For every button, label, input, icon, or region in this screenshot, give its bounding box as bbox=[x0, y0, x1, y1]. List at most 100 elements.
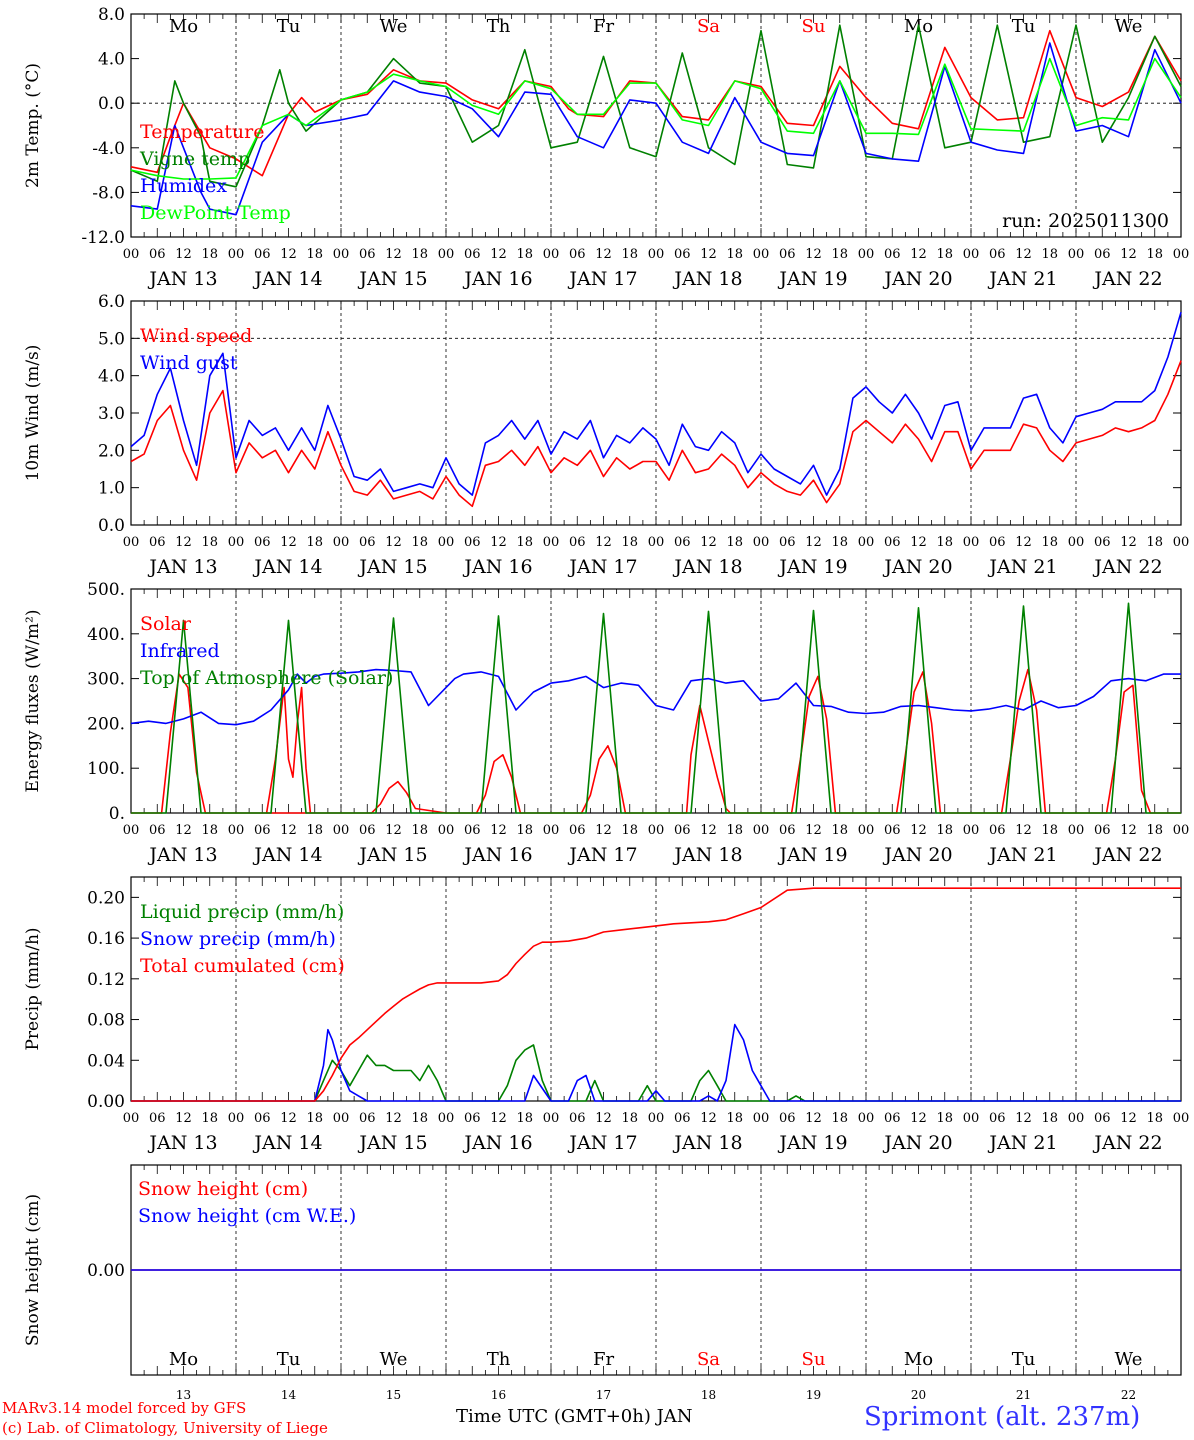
weekday-label: We bbox=[1115, 16, 1143, 37]
x-hour-label: 06 bbox=[359, 247, 376, 262]
x-hour-label: 00 bbox=[858, 535, 875, 550]
x-hour-label: 12 bbox=[1015, 247, 1032, 262]
x-hour-label: 12 bbox=[595, 247, 612, 262]
y-tick-label: 8.0 bbox=[98, 5, 125, 25]
x-hour-label: 12 bbox=[910, 823, 927, 838]
x-hour-label: 18 bbox=[726, 823, 743, 838]
x-hour-label: 06 bbox=[989, 1111, 1006, 1126]
x-hour-label: 06 bbox=[464, 247, 481, 262]
x-hour-label: 06 bbox=[569, 247, 586, 262]
x-hour-label: 12 bbox=[595, 823, 612, 838]
x-hour-label: 00 bbox=[963, 1111, 980, 1126]
x-hour-label: 06 bbox=[884, 823, 901, 838]
y-tick-label: 300. bbox=[87, 670, 125, 690]
x-hour-label: 00 bbox=[333, 1111, 350, 1126]
x-hour-label: 06 bbox=[989, 535, 1006, 550]
x-day-label: JAN 22 bbox=[1092, 268, 1162, 290]
x-hour-label: 18 bbox=[1041, 823, 1058, 838]
x-day-label: JAN 19 bbox=[777, 268, 847, 290]
x-hour-label: 00 bbox=[648, 823, 665, 838]
x-hour-label: 00 bbox=[228, 247, 245, 262]
x-hour-label: 18 bbox=[621, 823, 638, 838]
x-hour-label: 18 bbox=[831, 1111, 848, 1126]
y-tick-label: 0.04 bbox=[87, 1051, 125, 1071]
x-hour-label: 00 bbox=[1068, 823, 1085, 838]
x-hour-label: 00 bbox=[963, 535, 980, 550]
legend-entry: Liquid precip (mm/h) bbox=[140, 901, 344, 923]
x-day-label: JAN 18 bbox=[672, 1132, 742, 1154]
x-hour-label: 12 bbox=[1120, 247, 1137, 262]
x-hour-label: 18 bbox=[1146, 535, 1163, 550]
x-hour-label: 18 bbox=[621, 1111, 638, 1126]
x-hour-label: 18 bbox=[201, 823, 218, 838]
x-hour-label: 12 bbox=[280, 823, 297, 838]
snow-panel: 0.00 Snow height (cm) Mo 13 Tu 14 We 15 Th 16 Fr 17… bbox=[23, 1164, 1182, 1402]
x-hour-label: 12 bbox=[490, 535, 507, 550]
y-tick-label: 0.0 bbox=[98, 516, 125, 536]
x-day-label: JAN 16 bbox=[462, 1132, 532, 1154]
x-hour-label: 00 bbox=[438, 247, 455, 262]
y-axis-label: 2m Temp. (°C) bbox=[23, 63, 43, 188]
series-line bbox=[130, 668, 1181, 726]
x-hour-label: 12 bbox=[700, 535, 717, 550]
x-hour-label: 00 bbox=[648, 1111, 665, 1126]
x-hour-label: 12 bbox=[700, 823, 717, 838]
x-hour-label: 00 bbox=[753, 535, 770, 550]
x-hour-label: 12 bbox=[805, 535, 822, 550]
x-hour-label: 06 bbox=[1094, 823, 1111, 838]
x-hour-label: 18 bbox=[201, 247, 218, 262]
x-hour-label: 12 bbox=[385, 1111, 402, 1126]
day-number-label: 17 bbox=[596, 1388, 611, 1402]
legend-entry: Snow height (cm) bbox=[138, 1178, 308, 1200]
x-hour-label: 12 bbox=[385, 535, 402, 550]
x-hour-label: 00 bbox=[333, 823, 350, 838]
x-day-label: JAN 18 bbox=[672, 844, 742, 866]
x-hour-label: 06 bbox=[464, 823, 481, 838]
x-day-label: JAN 21 bbox=[987, 844, 1057, 866]
x-day-label: JAN 21 bbox=[987, 1132, 1057, 1154]
weekday-label: Mo bbox=[904, 1349, 933, 1370]
x-day-label: JAN 18 bbox=[672, 268, 742, 290]
legend-entry: Solar bbox=[140, 613, 192, 635]
legend-entry: Wind gust bbox=[140, 352, 238, 374]
y-tick-label: -8.0 bbox=[92, 183, 125, 203]
x-hour-label: 12 bbox=[700, 1111, 717, 1126]
x-hour-label: 18 bbox=[831, 247, 848, 262]
x-day-label: JAN 22 bbox=[1092, 844, 1162, 866]
x-hour-label: 06 bbox=[359, 535, 376, 550]
x-hour-label: 12 bbox=[910, 1111, 927, 1126]
y-tick-label: -12.0 bbox=[81, 228, 125, 248]
series-line bbox=[131, 1023, 1181, 1102]
x-hour-label: 00 bbox=[543, 247, 560, 262]
x-hour-label: 18 bbox=[1041, 535, 1058, 550]
x-hour-label: 06 bbox=[254, 1111, 271, 1126]
y-tick-label: 0. bbox=[109, 804, 125, 824]
x-hour-label: 18 bbox=[936, 535, 953, 550]
x-day-label: JAN 22 bbox=[1092, 1132, 1162, 1154]
y-tick-label: 4.0 bbox=[98, 50, 125, 70]
x-hour-label: 00 bbox=[753, 247, 770, 262]
x-hour-label: 12 bbox=[280, 535, 297, 550]
x-hour-label: 06 bbox=[569, 1111, 586, 1126]
x-hour-label: 00 bbox=[123, 247, 140, 262]
x-hour-label: 00 bbox=[1068, 247, 1085, 262]
weekday-label: Fr bbox=[593, 16, 614, 37]
weekday-label: Sa bbox=[697, 1349, 720, 1370]
y-tick-label: 0.16 bbox=[87, 929, 125, 949]
x-hour-label: 18 bbox=[306, 823, 323, 838]
x-day-label: JAN 17 bbox=[567, 268, 637, 290]
legend-entry: Wind speed bbox=[140, 325, 252, 347]
x-hour-label: 18 bbox=[201, 1111, 218, 1126]
x-day-label: JAN 14 bbox=[252, 1132, 322, 1154]
x-hour-label: 00 bbox=[333, 247, 350, 262]
x-hour-label: 06 bbox=[884, 1111, 901, 1126]
y-tick-label: 0.00 bbox=[87, 1261, 125, 1281]
x-hour-label: 18 bbox=[306, 535, 323, 550]
x-hour-label: 00 bbox=[543, 1111, 560, 1126]
x-hour-label: 18 bbox=[411, 247, 428, 262]
weekday-label: Su bbox=[802, 16, 826, 37]
weekday-label: Mo bbox=[169, 1349, 198, 1370]
x-hour-label: 12 bbox=[490, 247, 507, 262]
x-hour-label: 18 bbox=[936, 823, 953, 838]
x-day-label: JAN 14 bbox=[252, 844, 322, 866]
